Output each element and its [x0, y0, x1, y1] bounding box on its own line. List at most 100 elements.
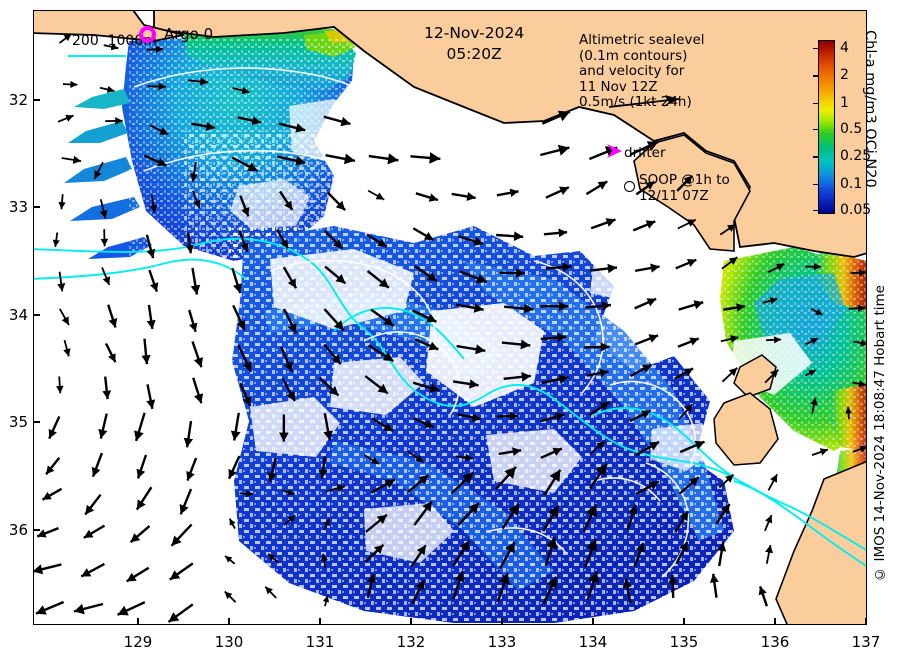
x-tickmark — [228, 618, 230, 625]
velocity-arrow-head — [320, 553, 328, 562]
velocity-arrow-head — [597, 181, 608, 190]
velocity-arrow-head — [229, 518, 236, 526]
x-tickmark — [774, 618, 776, 625]
drifter-marker-icon — [607, 144, 622, 158]
y-tickmark — [33, 529, 40, 531]
velocity-arrow-head — [595, 463, 607, 477]
y-tickmark — [33, 206, 40, 208]
velocity-arrow-head — [596, 441, 605, 450]
y-tickmark — [33, 99, 40, 101]
velocity-arrow-head — [504, 466, 516, 479]
velocity-arrow-head — [557, 110, 570, 122]
velocity-arrow-head — [374, 544, 384, 554]
velocity-arrow-head — [607, 263, 617, 274]
velocity-arrow-head — [600, 342, 610, 352]
velocity-arrow-head — [205, 121, 215, 131]
velocity-arrow-head — [57, 283, 66, 292]
velocity-arrow-head — [499, 573, 510, 585]
velocity-arrow-head — [146, 399, 156, 409]
velocity-arrow-head — [684, 404, 693, 413]
velocity-arrow-head — [134, 430, 144, 441]
x-tickmark — [137, 618, 139, 625]
velocity-arrow-head — [58, 201, 66, 210]
velocity-arrow-head — [636, 542, 645, 553]
velocity-arrow-head — [106, 85, 115, 93]
velocity-arrow-head — [295, 123, 306, 133]
velocity-arrow-head — [465, 453, 473, 462]
velocity-arrow-head — [168, 612, 180, 622]
colorbar-tick-label: 4 — [840, 39, 849, 56]
velocity-arrow-head — [557, 144, 570, 156]
velocity-arrow-head — [65, 114, 74, 122]
velocity-arrow-head — [770, 474, 778, 483]
velocity-arrow-head — [387, 153, 399, 165]
velocity-arrow-head — [136, 499, 146, 510]
velocity-arrow-head — [687, 259, 697, 267]
colorbar[interactable]: 4 2 1 0.5 0.25 0.1 0.05 — [813, 40, 871, 218]
velocity-arrow-head — [318, 469, 328, 479]
velocity-arrow-head — [242, 396, 251, 406]
velocity-arrow-head — [377, 383, 388, 394]
velocity-arrow-head — [190, 284, 201, 295]
velocity-arrow-head — [645, 220, 656, 229]
velocity-arrow-head — [770, 369, 779, 378]
velocity-arrow-head — [63, 33, 72, 42]
velocity-arrow-head — [765, 545, 773, 554]
velocity-arrow-head — [546, 576, 557, 589]
velocity-arrow-head — [429, 152, 441, 164]
velocity-arrow-head — [648, 481, 659, 490]
velocity-arrow-head — [333, 320, 344, 331]
velocity-arrow-head — [108, 353, 116, 363]
velocity-arrow-head — [808, 370, 816, 376]
velocity-arrow-head — [858, 380, 866, 388]
velocity-arrow-head — [523, 303, 534, 314]
velocity-arrow-head — [554, 412, 565, 422]
y-tick-label: 32 — [8, 91, 28, 109]
velocity-arrow-head — [605, 218, 616, 227]
velocity-arrow-head — [336, 484, 346, 493]
colorbar-tick-label: 0.1 — [840, 175, 863, 192]
map-plot-area[interactable]: 200 1000m Argo 0 12-Nov-2024 05:20Z Alti… — [33, 10, 867, 625]
x-tick-label: 135 — [669, 633, 699, 651]
velocity-arrow-head — [183, 437, 194, 448]
velocity-arrow-head — [689, 337, 699, 346]
chl-field-central-basin — [229, 226, 739, 624]
velocity-arrow-head — [641, 410, 651, 419]
velocity-arrow-head — [426, 313, 437, 323]
velocity-arrow-head — [108, 318, 118, 328]
velocity-arrow-head — [331, 354, 341, 365]
velocity-arrow-head — [102, 390, 112, 400]
velocity-arrow-head — [725, 474, 734, 483]
y-tick-label: 36 — [8, 521, 28, 539]
x-tick-label: 134 — [578, 633, 608, 651]
velocity-arrow-head — [81, 568, 92, 577]
velocity-arrow-head — [765, 515, 773, 524]
colorbar-tickmark — [813, 102, 818, 105]
velocity-arrow-head — [186, 471, 195, 481]
colorbar-tickmark — [813, 209, 818, 211]
velocity-arrow-head — [505, 542, 515, 554]
velocity-arrow-head — [858, 269, 866, 277]
velocity-arrow-head — [233, 283, 242, 293]
x-tickmark — [683, 618, 685, 625]
colorbar-tickmark — [813, 128, 818, 131]
velocity-arrow-head — [562, 262, 572, 272]
velocity-arrow-head — [628, 504, 638, 515]
velocity-arrow-head — [736, 303, 745, 312]
velocity-arrow-head — [475, 344, 486, 355]
velocity-arrow-head — [819, 448, 828, 456]
credit-text: © IMOS 14-Nov-2024 18:08:47 Hobart time — [872, 285, 888, 582]
velocity-arrow-head — [599, 368, 609, 378]
velocity-arrow-head — [557, 332, 567, 343]
velocity-arrow-head — [545, 537, 558, 550]
y-tick-label: 33 — [8, 198, 28, 216]
velocity-arrow-head — [650, 263, 660, 273]
velocity-arrow-head — [99, 209, 108, 219]
velocity-arrow-head — [730, 335, 739, 343]
velocity-arrow-head — [91, 466, 101, 477]
argo-label: Argo 0 — [164, 25, 214, 43]
velocity-arrow-head — [179, 504, 189, 515]
velocity-arrow-head — [242, 361, 252, 372]
colorbar-tick-label: 0.5 — [840, 120, 863, 137]
velocity-arrow-head — [728, 257, 738, 265]
